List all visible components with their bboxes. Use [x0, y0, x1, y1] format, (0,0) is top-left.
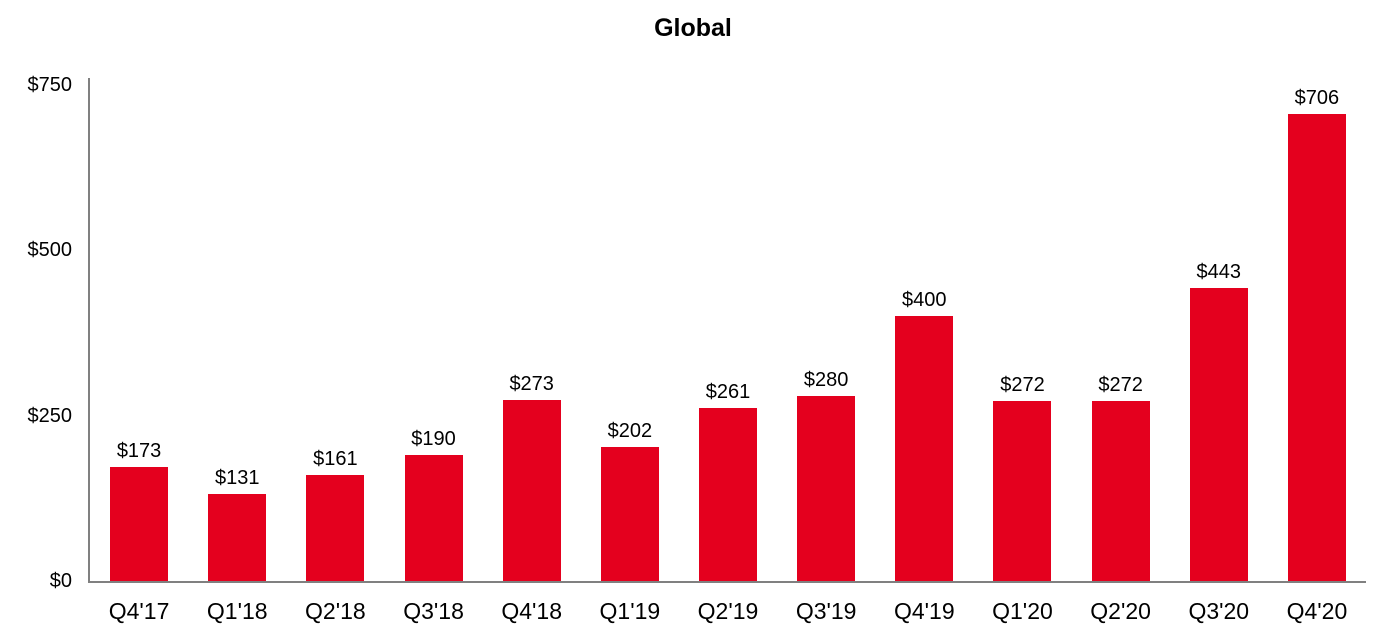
bar-Q3'18	[404, 455, 463, 581]
y-tick-label: $500	[27, 239, 73, 262]
bar-Q4'20	[1287, 114, 1346, 581]
y-tick-label: $0	[49, 570, 72, 592]
bar-value-label: $443	[1196, 261, 1242, 283]
x-category-label: Q4'18	[501, 598, 563, 624]
bar-value-label: $273	[509, 373, 554, 395]
bar-Q4'18	[502, 400, 561, 581]
bar-value-label: $706	[1294, 87, 1340, 109]
x-category-label: Q2'20	[1090, 598, 1151, 624]
x-category-label: Q1'20	[992, 598, 1053, 624]
chart-title: Global	[654, 14, 732, 42]
x-category-label: Q2'18	[305, 598, 366, 624]
bar-value-label: $131	[214, 467, 260, 489]
x-category-label: Q3'19	[795, 598, 857, 624]
x-category-label: Q3'20	[1188, 598, 1250, 624]
bar-Q3'19	[797, 396, 856, 581]
x-category-label: Q4'19	[893, 598, 955, 624]
bar-Q2'20	[1091, 401, 1150, 581]
bar-value-label: $400	[902, 289, 947, 311]
bar-Q1'18	[208, 494, 267, 581]
bar-Q3'20	[1189, 288, 1248, 581]
bar-Q1'19	[600, 447, 659, 581]
bar-value-label: $190	[411, 428, 456, 450]
bar-value-label: $272	[1000, 374, 1045, 396]
x-category-label: Q3'18	[403, 598, 464, 624]
x-category-label: Q2'19	[697, 598, 759, 624]
x-category-label: Q1'19	[599, 598, 661, 624]
bar-Q4'17	[110, 467, 169, 581]
bar-value-label: $161	[313, 448, 358, 470]
y-axis-line	[88, 78, 90, 583]
x-category-label: Q1'18	[206, 598, 268, 624]
bar-Q2'18	[306, 475, 365, 581]
bar-value-label: $173	[116, 440, 162, 462]
bar-value-label: $280	[803, 369, 849, 391]
bar-value-label: $272	[1098, 374, 1143, 396]
bar-Q2'19	[699, 408, 757, 581]
x-category-label: Q4'17	[108, 598, 170, 624]
y-tick-label: $250	[27, 404, 73, 427]
x-axis-line	[88, 581, 1366, 583]
x-category-label: Q4'20	[1286, 598, 1348, 624]
bar-value-label: $261	[705, 381, 751, 403]
bar-value-label: $202	[607, 420, 653, 442]
y-tick-label: $750	[27, 74, 73, 96]
bar-Q4'19	[895, 316, 954, 581]
bar-Q1'20	[993, 401, 1052, 581]
